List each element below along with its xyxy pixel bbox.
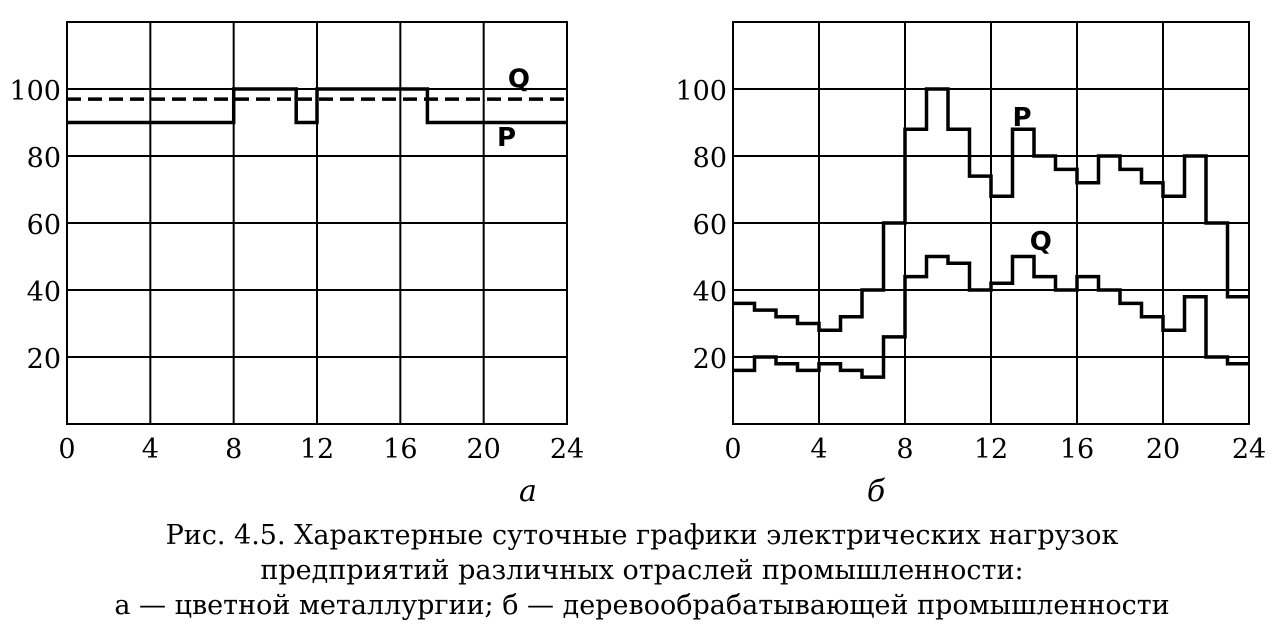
panel-label-a: а (519, 474, 537, 509)
y-tick-label: 80 (693, 143, 727, 174)
chart-panel-a: 0 4 8 12 16 20 24 20 40 60 80 100 QP (9, 21, 584, 465)
x-tick-label: 8 (896, 434, 913, 465)
x-tick-label: 20 (466, 434, 500, 465)
y-tick-label: 100 (9, 76, 61, 107)
x-tick-label: 8 (225, 434, 242, 465)
y-tick-label: 20 (27, 344, 61, 375)
series-label-P: P (497, 123, 516, 153)
series-label-Q: Q (1030, 227, 1052, 257)
x-tick-label: 4 (142, 434, 159, 465)
x-tick-label: 0 (724, 434, 741, 465)
caption-line-2: предприятий различных отраслей промышлен… (260, 555, 1023, 586)
y-tick-label: 60 (27, 210, 61, 241)
x-tick-label: 0 (58, 434, 75, 465)
y-tick-label: 100 (675, 76, 727, 107)
x-tick-label: 12 (300, 434, 334, 465)
series-line-Q (733, 254, 1249, 379)
x-tick-label: 24 (550, 434, 584, 465)
x-tick-label: 4 (810, 434, 827, 465)
y-tick-label: 40 (693, 277, 727, 308)
y-tick-label: 20 (693, 344, 727, 375)
series-line-P (67, 87, 567, 125)
series-label-P: P (1013, 103, 1032, 133)
x-tick-label: 16 (383, 434, 417, 465)
y-tick-label: 80 (27, 143, 61, 174)
x-tick-label: 12 (974, 434, 1008, 465)
chart-panel-b: 0 4 8 12 16 20 24 20 40 60 80 100 P Q (675, 21, 1266, 465)
y-tick-label: 60 (693, 210, 727, 241)
x-tick-label: 20 (1146, 434, 1180, 465)
x-tick-label: 16 (1060, 434, 1094, 465)
panel-label-b: б (867, 474, 886, 509)
caption-line-3: а — цветной металлургии; б — деревообраб… (114, 590, 1169, 621)
y-tick-label: 40 (27, 277, 61, 308)
caption-line-1: Рис. 4.5. Характерные суточные графики э… (166, 520, 1119, 551)
x-tick-label: 24 (1232, 434, 1266, 465)
series-label-Q: Q (508, 64, 530, 94)
series-line-P (733, 87, 1249, 332)
